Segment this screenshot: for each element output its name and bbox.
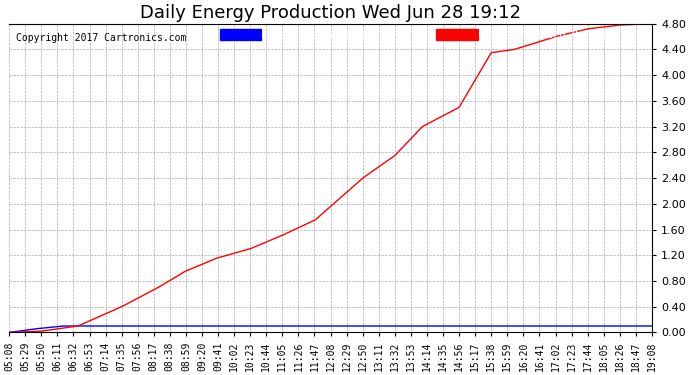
Power Produced OffPeak (kWh) — [311, 324, 319, 328]
Legend: Power Produced OffPeak (kWh), Power Produced OnPeak (kWh): Power Produced OffPeak (kWh), Power Prod… — [219, 29, 647, 40]
Power Produced OnPeak (kWh) — [173, 274, 181, 278]
Power Produced OffPeak (kWh) — [648, 324, 656, 328]
Power Produced OnPeak (kWh) — [551, 34, 560, 39]
Line: Power Produced OnPeak (kWh): Power Produced OnPeak (kWh) — [9, 24, 652, 332]
Power Produced OffPeak (kWh) — [552, 324, 560, 328]
Text: Copyright 2017 Cartronics.com: Copyright 2017 Cartronics.com — [16, 33, 186, 43]
Power Produced OffPeak (kWh) — [59, 324, 67, 328]
Power Produced OffPeak (kWh) — [475, 324, 483, 328]
Power Produced OnPeak (kWh) — [474, 72, 482, 77]
Power Produced OffPeak (kWh) — [174, 324, 182, 328]
Power Produced OnPeak (kWh) — [520, 44, 529, 49]
Power Produced OnPeak (kWh) — [310, 218, 319, 222]
Power Produced OnPeak (kWh) — [5, 330, 13, 334]
Title: Daily Energy Production Wed Jun 28 19:12: Daily Energy Production Wed Jun 28 19:12 — [140, 4, 521, 22]
Power Produced OnPeak (kWh) — [458, 100, 466, 104]
Power Produced OffPeak (kWh) — [5, 330, 13, 334]
Line: Power Produced OffPeak (kWh): Power Produced OffPeak (kWh) — [9, 326, 652, 332]
Power Produced OnPeak (kWh) — [648, 21, 656, 26]
Power Produced OffPeak (kWh) — [521, 324, 529, 328]
Power Produced OffPeak (kWh) — [459, 324, 467, 328]
